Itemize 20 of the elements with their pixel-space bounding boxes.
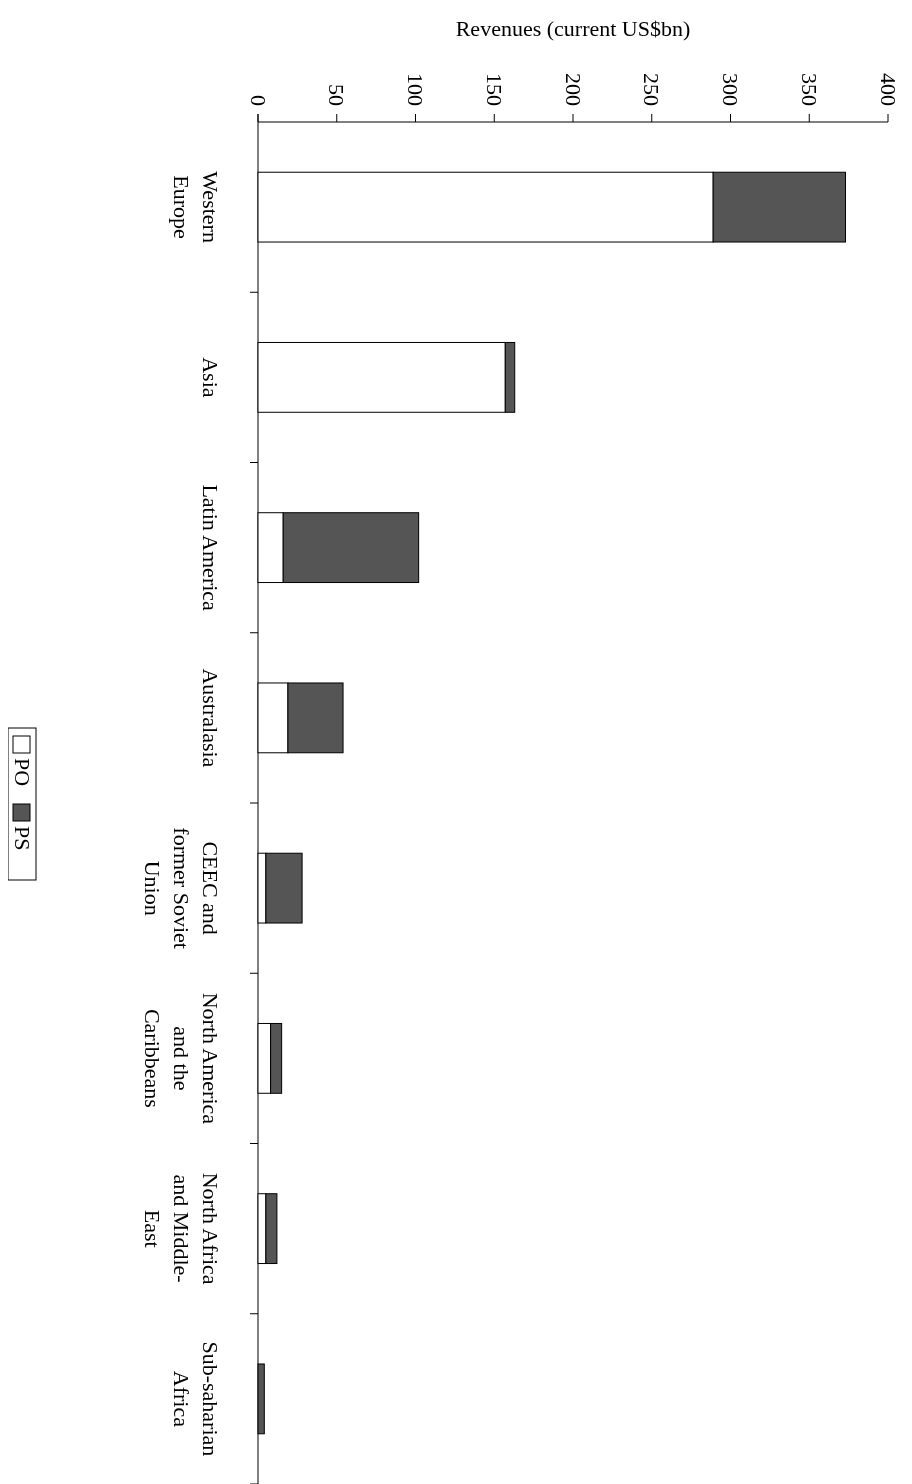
x-tick-label: 100 <box>403 73 428 106</box>
x-tick-label: 50 <box>324 84 350 106</box>
y-tick-label: CEEC and former Soviet Union <box>139 827 223 949</box>
y-tick-label: Sub-saharian Africa <box>168 1341 223 1457</box>
y-tick-label: North Africa and Middle-East <box>139 1172 223 1285</box>
x-tick-label: 300 <box>718 73 743 106</box>
y-tick-label: Australasia <box>197 668 223 768</box>
x-tick-label: 250 <box>639 73 665 106</box>
x-axis-title: Revenues (current US$bn) <box>455 16 691 41</box>
y-tick-label: Asia <box>197 357 223 398</box>
x-tick-label: 150 <box>481 73 507 106</box>
x-tick-label: 200 <box>560 73 586 106</box>
x-tick-label: 350 <box>796 73 822 106</box>
y-tick-label: Western Europe <box>168 171 223 243</box>
x-tick-label: 400 <box>875 73 901 106</box>
y-tick-label: North America and the Caribbeans <box>139 992 223 1125</box>
legend-label: PS <box>9 826 35 851</box>
y-tick-label: Latin America <box>197 484 223 612</box>
legend-label: PO <box>9 758 35 787</box>
x-tick-label: 0 <box>245 95 271 106</box>
